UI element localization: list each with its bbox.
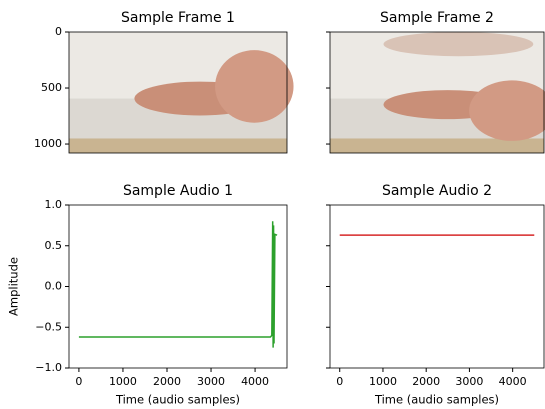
y-axis-label: Amplitude <box>7 257 21 316</box>
line-series <box>79 221 277 347</box>
photo-table <box>69 138 287 153</box>
x-axis-label: Time (audio samples) <box>115 393 240 407</box>
figure: Sample Frame 1 0 500 1000 Sample Frame 2 Samp… <box>0 0 545 409</box>
x-axis-label: Time (audio samples) <box>374 393 499 407</box>
subplot-title: Sample Audio 2 <box>382 183 492 199</box>
x-tick-label: 1000 <box>109 375 137 388</box>
x-tick-label: 3000 <box>455 375 483 388</box>
x-tick-label: 0 <box>75 375 82 388</box>
y-tick-label: −0.5 <box>35 320 62 333</box>
x-tick-label: 4000 <box>241 375 269 388</box>
y-tick-label: 0 <box>55 25 62 38</box>
x-tick-label: 1000 <box>369 375 397 388</box>
y-tick-label: 500 <box>41 81 62 94</box>
x-tick-label: 0 <box>336 375 343 388</box>
arm-blur <box>384 32 534 56</box>
page: {"chart_data": [ {"type": "image", "titl… <box>0 0 545 409</box>
axes-frame <box>330 205 544 368</box>
subplot-title: Sample Audio 1 <box>123 183 233 199</box>
x-tick-label: 2000 <box>153 375 181 388</box>
y-tick-label: 0.0 <box>45 280 63 293</box>
subplot: Sample Audio 1 −1.0 −0.5 0.0 0.5 1.0 0 1000 2000… <box>7 183 288 407</box>
x-tick-label: 2000 <box>412 375 440 388</box>
x-tick-label: 4000 <box>499 375 527 388</box>
y-tick-label: 1000 <box>34 137 62 150</box>
x-tick-label: 3000 <box>197 375 225 388</box>
y-tick-label: −1.0 <box>35 361 62 374</box>
y-tick-label: 1.0 <box>45 198 63 211</box>
subplot-title: Sample Frame 2 <box>380 10 494 26</box>
subplot: Sample Frame 2 <box>326 10 545 153</box>
subplot-title: Sample Frame 1 <box>121 10 235 26</box>
y-tick-label: 0.5 <box>45 239 63 252</box>
axes-frame <box>69 205 287 368</box>
hand <box>215 50 293 123</box>
subplot: Sample Frame 1 0 500 1000 <box>34 10 294 153</box>
